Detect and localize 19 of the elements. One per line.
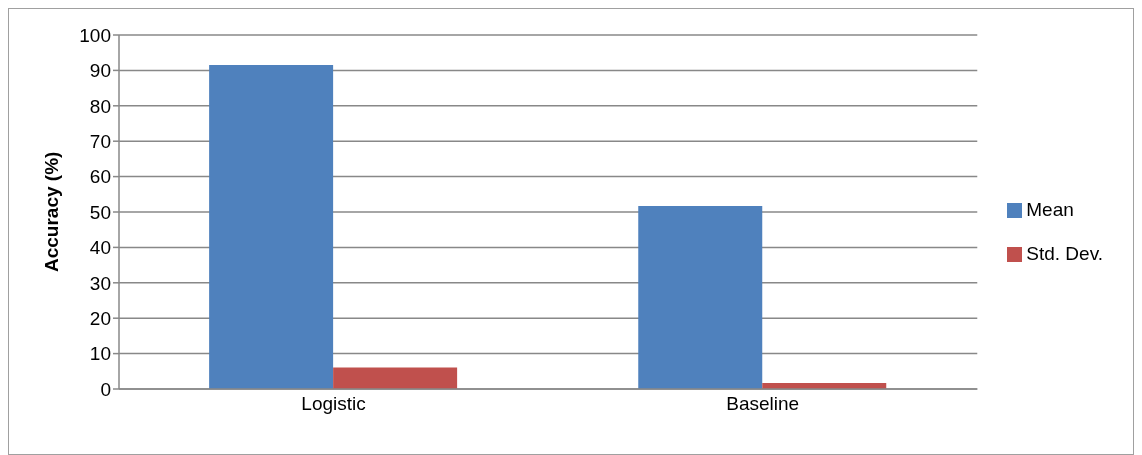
y-tick-label: 70: [89, 130, 111, 152]
bar: [638, 205, 763, 389]
bar: [209, 65, 334, 389]
x-tick-label: Baseline: [726, 393, 800, 415]
y-tick-label: 80: [89, 95, 111, 117]
bar: [333, 367, 458, 389]
y-tick-label: 100: [79, 24, 111, 46]
y-tick-label: 30: [89, 272, 111, 294]
y-axis-title: Accuracy (%): [40, 151, 62, 272]
x-tick-label: Logistic: [301, 393, 366, 415]
legend-label: Std. Dev.: [1026, 242, 1103, 264]
y-tick-label: 60: [89, 166, 111, 188]
y-tick-label: 0: [100, 378, 111, 400]
y-tick-label: 40: [89, 237, 111, 259]
y-tick-label: 50: [89, 201, 111, 223]
y-tick-label: 10: [89, 343, 111, 365]
y-tick-label: 20: [89, 307, 111, 329]
legend-label: Mean: [1026, 198, 1074, 220]
y-tick-label: 90: [89, 60, 111, 82]
